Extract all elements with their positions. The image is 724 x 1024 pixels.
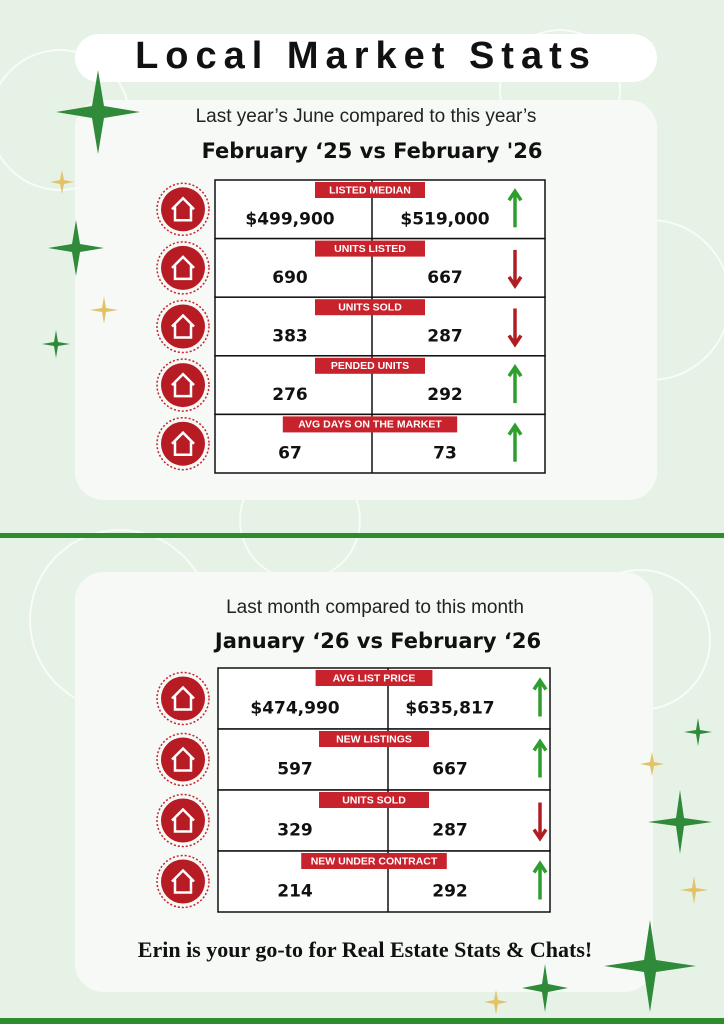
icon-glyph [171,255,195,281]
divider [0,533,724,538]
value-after: 73 [433,444,457,464]
icon-ring [156,358,210,412]
icon [161,798,205,843]
icon-ring [156,671,210,726]
value-before: 276 [272,385,308,405]
value-after: 667 [432,760,468,780]
heading: January ‘26 vs February ‘26 [213,629,541,653]
label-bar [282,416,458,433]
value-after: 292 [427,385,463,405]
trend-arrow-head [507,363,523,378]
icon [161,737,205,782]
icon-glyph [171,372,195,398]
icon-glyph [171,746,195,772]
row-label: NEW UNDER CONTRACT [311,855,438,867]
value-after: 667 [427,268,463,288]
value-after: $519,000 [400,209,489,229]
row-label: LISTED MEDIAN [329,184,411,196]
icon [161,363,205,408]
icon-ring [156,182,210,237]
icon-glyph [171,430,195,456]
trend-arrow-head [532,677,548,691]
row-label: UNITS LISTED [334,243,406,255]
label-bar [319,792,429,808]
value-before: 67 [278,444,302,464]
row-label: PENDED UNITS [331,360,409,372]
value-before: 690 [272,268,308,288]
row-label: AVG DAYS ON THE MARKET [298,419,442,431]
gold-stars [50,170,708,1014]
icon [161,421,205,466]
icon [161,859,205,904]
value-after: 287 [432,821,468,841]
trend-arrow-head [532,738,548,752]
icon-glyph [171,196,195,222]
row-label: NEW LISTINGS [336,733,412,745]
icon-glyph [171,868,195,894]
trend-arrow-head [507,188,523,202]
value-before: $474,990 [250,699,339,719]
page-title: Local Market Stats [135,35,597,77]
stars [42,70,712,1012]
icon-glyph [171,807,195,833]
value-before: 329 [277,821,313,841]
icon [161,245,205,290]
label-bar [319,731,429,747]
icon-ring [156,793,210,848]
value-after: 287 [427,327,463,347]
divider [0,1018,724,1024]
label-bar [315,299,425,316]
icon-glyph [171,313,195,339]
icon-ring [156,299,210,354]
value-before: 383 [272,327,308,347]
icon-glyph [171,685,195,711]
trend-arrow-head [507,275,523,290]
label-bar [315,670,433,686]
label-bar [301,853,447,869]
value-before: 597 [277,760,313,780]
icon [161,304,205,349]
trend-arrow-head [532,828,548,842]
value-after: $635,817 [405,699,494,719]
title-pill [75,34,657,82]
row-label: UNITS SOLD [338,301,402,313]
value-before: 214 [277,882,313,902]
subtitle: Last year’s June compared to this year’s [196,106,537,127]
label-bar [315,240,425,257]
icon [161,676,205,721]
trend-arrow-head [532,860,548,874]
subtitle: Last month compared to this month [226,597,524,618]
value-after: 292 [432,882,468,902]
row-label: UNITS SOLD [342,794,406,806]
icon-ring [156,241,210,295]
trend-arrow-head [507,334,523,348]
label-bar [315,357,425,374]
value-before: $499,900 [245,209,334,229]
label-bar [315,182,425,198]
icon [161,187,205,232]
icon-ring [156,732,210,787]
trend-arrow-head [507,422,523,436]
heading: February ‘25 vs February '26 [202,139,543,163]
icon-ring [156,854,210,909]
footer: Erin is your go-to for Real Estate Stats… [138,937,592,962]
icon-ring [156,416,210,471]
row-label: AVG LIST PRICE [333,672,416,684]
